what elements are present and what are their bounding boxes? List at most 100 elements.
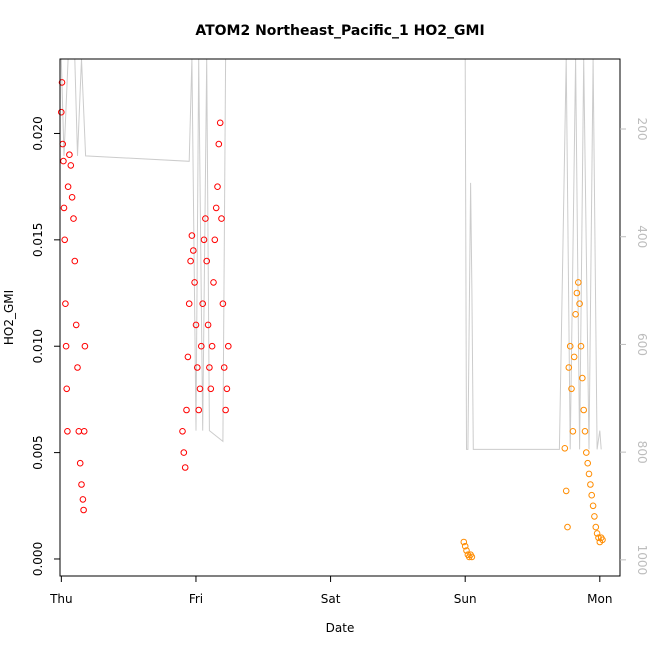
data-point bbox=[570, 353, 578, 361]
data-point bbox=[62, 342, 70, 350]
data-point bbox=[199, 300, 206, 308]
data-point bbox=[591, 513, 598, 520]
data-point bbox=[203, 257, 210, 265]
data-point bbox=[569, 428, 577, 435]
data-point bbox=[194, 364, 201, 371]
data-point bbox=[214, 183, 221, 190]
data-point bbox=[583, 449, 590, 456]
y-tick-label: 0.010 bbox=[31, 329, 45, 363]
data-point bbox=[80, 428, 88, 435]
data-point bbox=[568, 385, 575, 393]
data-point bbox=[75, 428, 83, 435]
data-point bbox=[577, 342, 585, 350]
data-point bbox=[564, 523, 571, 531]
data-point bbox=[183, 406, 190, 414]
data-point bbox=[60, 204, 68, 212]
data-point bbox=[579, 374, 586, 382]
data-point bbox=[592, 523, 600, 531]
data-point bbox=[81, 342, 89, 350]
data-point bbox=[573, 289, 581, 297]
data-point bbox=[185, 300, 193, 308]
data-point bbox=[223, 385, 231, 393]
data-point bbox=[192, 321, 200, 329]
y-axis: 0.000 0.005 0.010 0.015 0.020 bbox=[31, 116, 60, 576]
data-point bbox=[565, 364, 573, 371]
scatter-points-layer bbox=[58, 79, 606, 561]
altitude-line bbox=[60, 58, 602, 450]
data-point bbox=[62, 300, 69, 308]
y2-tick-label: 200 bbox=[635, 118, 649, 141]
x-tick-label: Sat bbox=[321, 592, 341, 606]
data-point bbox=[572, 311, 579, 318]
y-axis-label: HO2_GMI bbox=[2, 290, 16, 345]
data-point bbox=[585, 470, 593, 478]
x-tick-label: Sun bbox=[454, 592, 477, 606]
y2-tick-label: 800 bbox=[635, 441, 649, 464]
data-point bbox=[58, 79, 66, 86]
x-axis: Thu Fri Sat Sun Mon bbox=[49, 575, 612, 606]
y2-tick-label: 400 bbox=[635, 225, 649, 248]
x-axis-label: Date bbox=[326, 621, 355, 635]
data-point bbox=[67, 162, 75, 169]
data-point bbox=[180, 449, 188, 456]
data-point bbox=[76, 459, 84, 467]
data-point bbox=[588, 491, 596, 499]
data-point bbox=[584, 459, 592, 467]
data-point bbox=[58, 108, 65, 116]
data-point bbox=[222, 406, 229, 414]
y2-tick-label: 600 bbox=[635, 333, 649, 356]
data-point bbox=[195, 406, 202, 414]
data-point bbox=[216, 119, 224, 127]
data-point bbox=[206, 364, 213, 371]
y-tick-label: 0.000 bbox=[31, 542, 45, 576]
data-point bbox=[587, 481, 594, 488]
data-point bbox=[219, 300, 227, 308]
data-point bbox=[593, 530, 601, 537]
x-tick-label: Thu bbox=[49, 592, 73, 606]
data-point bbox=[198, 342, 205, 350]
data-point bbox=[220, 364, 228, 371]
data-point bbox=[581, 428, 589, 435]
y-tick-label: 0.005 bbox=[31, 435, 45, 469]
data-point bbox=[79, 496, 87, 503]
data-point bbox=[463, 547, 470, 554]
x-tick-label: Mon bbox=[587, 592, 612, 606]
data-point bbox=[61, 236, 68, 244]
data-point bbox=[212, 204, 220, 212]
data-point bbox=[196, 385, 204, 393]
data-point bbox=[80, 506, 87, 514]
data-point bbox=[460, 538, 468, 546]
data-point bbox=[64, 428, 71, 435]
y-tick-label: 0.015 bbox=[31, 223, 45, 257]
data-point bbox=[562, 487, 570, 495]
data-point bbox=[599, 536, 606, 544]
data-point bbox=[580, 406, 588, 414]
data-point bbox=[70, 215, 77, 222]
data-point bbox=[60, 157, 67, 165]
data-point bbox=[225, 342, 232, 350]
data-point bbox=[64, 183, 72, 190]
data-point bbox=[566, 342, 574, 350]
data-point bbox=[184, 353, 192, 361]
data-point bbox=[66, 151, 73, 158]
data-point bbox=[211, 236, 219, 244]
data-point bbox=[215, 140, 223, 148]
data-point bbox=[181, 464, 189, 471]
data-point bbox=[561, 445, 569, 452]
data-point bbox=[74, 364, 81, 371]
data-point bbox=[72, 321, 80, 329]
x-tick-label: Fri bbox=[189, 592, 203, 606]
data-point bbox=[190, 247, 197, 254]
data-point bbox=[576, 300, 583, 308]
data-point bbox=[68, 194, 76, 201]
data-point bbox=[63, 385, 70, 393]
data-point bbox=[208, 342, 216, 350]
data-point bbox=[179, 428, 186, 435]
data-point bbox=[210, 279, 217, 286]
data-point bbox=[207, 385, 215, 393]
chart-title: ATOM2 Northeast_Pacific_1 HO2_GMI bbox=[195, 23, 484, 39]
data-point bbox=[468, 553, 476, 561]
data-point bbox=[191, 279, 198, 286]
data-point bbox=[202, 215, 209, 222]
data-point bbox=[218, 215, 225, 222]
